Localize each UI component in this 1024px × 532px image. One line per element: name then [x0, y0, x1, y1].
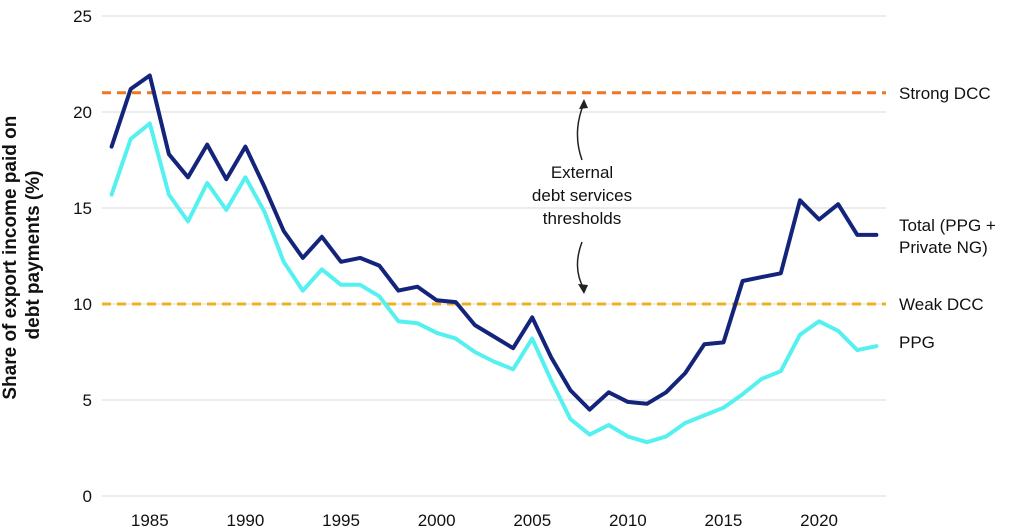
series-line-0 [109, 73, 879, 412]
series-label-0-line-1: Private NG) [899, 238, 988, 257]
annotation-line-3: thresholds [543, 209, 621, 228]
annotation-line-2: debt services [532, 186, 632, 205]
threshold-label-0: Strong DCC [899, 84, 991, 103]
y-tick-labels: 0 5 10 15 20 25 [73, 7, 92, 506]
y-tick-25: 25 [73, 7, 92, 26]
y-tick-10: 10 [73, 295, 92, 314]
x-tick-2000: 2000 [418, 511, 456, 530]
y-tick-20: 20 [73, 103, 92, 122]
y-tick-15: 15 [73, 199, 92, 218]
annotation-arrow-down [576, 241, 585, 290]
threshold-annotation: External debt services thresholds [532, 99, 632, 294]
series-lines [109, 73, 879, 445]
y-axis-label-line-2: debt payments (%) [23, 171, 44, 340]
gridlines [102, 15, 886, 497]
series-line-1 [109, 121, 879, 445]
x-tick-2010: 2010 [609, 511, 647, 530]
x-tick-1985: 1985 [131, 511, 169, 530]
series-label-1-line-0: PPG [899, 333, 935, 352]
y-tick-0: 0 [83, 487, 92, 506]
series-label-0-line-0: Total (PPG + [899, 216, 996, 235]
y-tick-5: 5 [83, 391, 92, 410]
x-tick-1995: 1995 [322, 511, 360, 530]
y-axis-label: Share of export income paid on debt paym… [0, 110, 44, 399]
annotation-arrowhead-down-icon [578, 284, 588, 294]
x-tick-2005: 2005 [513, 511, 551, 530]
x-tick-2015: 2015 [705, 511, 743, 530]
y-axis-label-line-1: Share of export income paid on [0, 116, 21, 400]
threshold-lines [102, 91, 886, 306]
x-tick-1990: 1990 [227, 511, 265, 530]
series-labels: Strong DCC Weak DCC Total (PPG + Private NG… [899, 84, 996, 352]
x-tick-labels: 1985 1990 1995 2000 2005 2010 2015 2020 [131, 511, 838, 530]
annotation-arrowhead-up-icon [579, 99, 588, 109]
x-tick-2020: 2020 [800, 511, 838, 530]
annotation-line-1: External [551, 163, 613, 182]
threshold-label-1: Weak DCC [899, 295, 984, 314]
